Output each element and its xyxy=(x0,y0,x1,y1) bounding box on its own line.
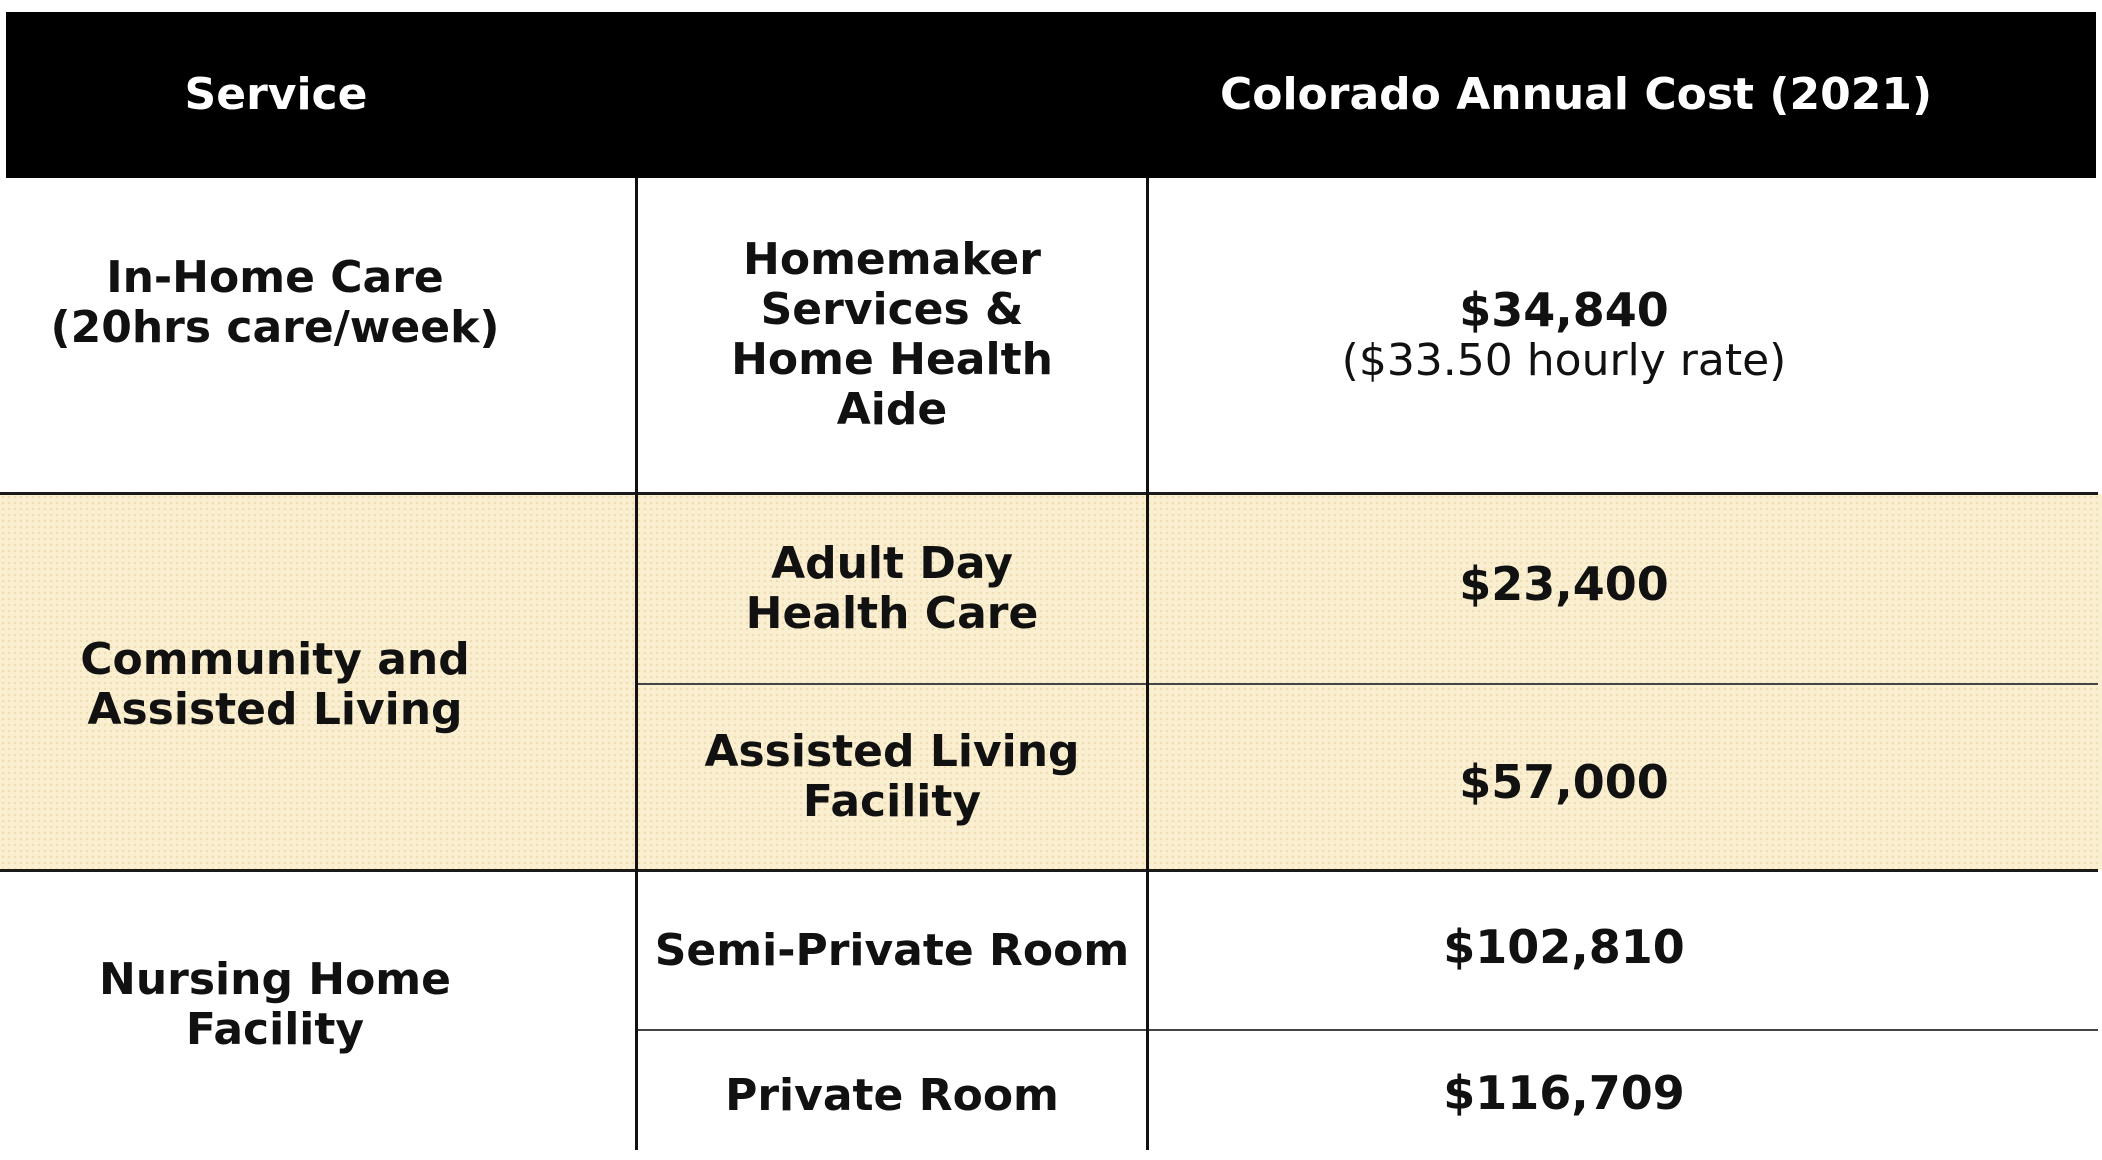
cost-cell: $23,400 xyxy=(1149,495,1979,673)
service-cell: Private Room xyxy=(638,1031,1146,1160)
cost-cell: $34,840 ($33.50 hourly rate) xyxy=(1149,178,1979,492)
cost-homemaker: $34,840 xyxy=(1459,283,1669,337)
header-cost-label: Colorado Annual Cost (2021) xyxy=(1219,69,1933,120)
cost-note-hourly: ($33.50 hourly rate) xyxy=(1341,335,1787,386)
service-assisted-living: Assisted Living Facility xyxy=(704,726,1080,827)
cost-cell: $116,709 xyxy=(1149,1031,1979,1155)
cost-private-room: $116,709 xyxy=(1443,1066,1685,1120)
service-homemaker: Homemaker Services & Home Health Aide xyxy=(731,234,1053,435)
service-private-room: Private Room xyxy=(725,1069,1059,1121)
cost-cell: $102,810 xyxy=(1149,872,1979,1022)
category-nursing-home: Nursing Home Facility xyxy=(99,954,451,1055)
row-divider xyxy=(0,492,2098,495)
table-header: Service Colorado Annual Cost (2021) xyxy=(6,12,2096,178)
cost-assisted-living: $57,000 xyxy=(1459,755,1669,809)
cost-adult-day: $23,400 xyxy=(1459,557,1669,611)
service-cell: Adult Day Health Care xyxy=(638,495,1146,683)
service-semi-private-room: Semi-Private Room xyxy=(654,924,1130,976)
category-in-home-care: In-Home Care (20hrs care/week) xyxy=(50,252,500,353)
category-cell: In-Home Care (20hrs care/week) xyxy=(0,178,550,428)
service-adult-day: Adult Day Health Care xyxy=(745,538,1039,639)
header-service-label: Service xyxy=(184,69,368,120)
cost-cell: $57,000 xyxy=(1149,695,1979,869)
column-divider xyxy=(635,178,638,1150)
column-divider xyxy=(1146,178,1149,1150)
row-divider xyxy=(0,869,2098,872)
category-cell: Community and Assisted Living xyxy=(0,600,550,770)
service-cell: Assisted Living Facility xyxy=(638,685,1146,869)
cost-semi-private-room: $102,810 xyxy=(1443,920,1685,974)
subrow-divider xyxy=(636,683,2098,685)
category-community-assisted-living: Community and Assisted Living xyxy=(80,634,470,735)
category-cell: Nursing Home Facility xyxy=(0,920,550,1090)
community-row-background xyxy=(0,494,2102,870)
service-cell: Homemaker Services & Home Health Aide xyxy=(638,178,1146,492)
subrow-divider xyxy=(636,1029,2098,1031)
service-cell: Semi-Private Room xyxy=(638,872,1146,1029)
